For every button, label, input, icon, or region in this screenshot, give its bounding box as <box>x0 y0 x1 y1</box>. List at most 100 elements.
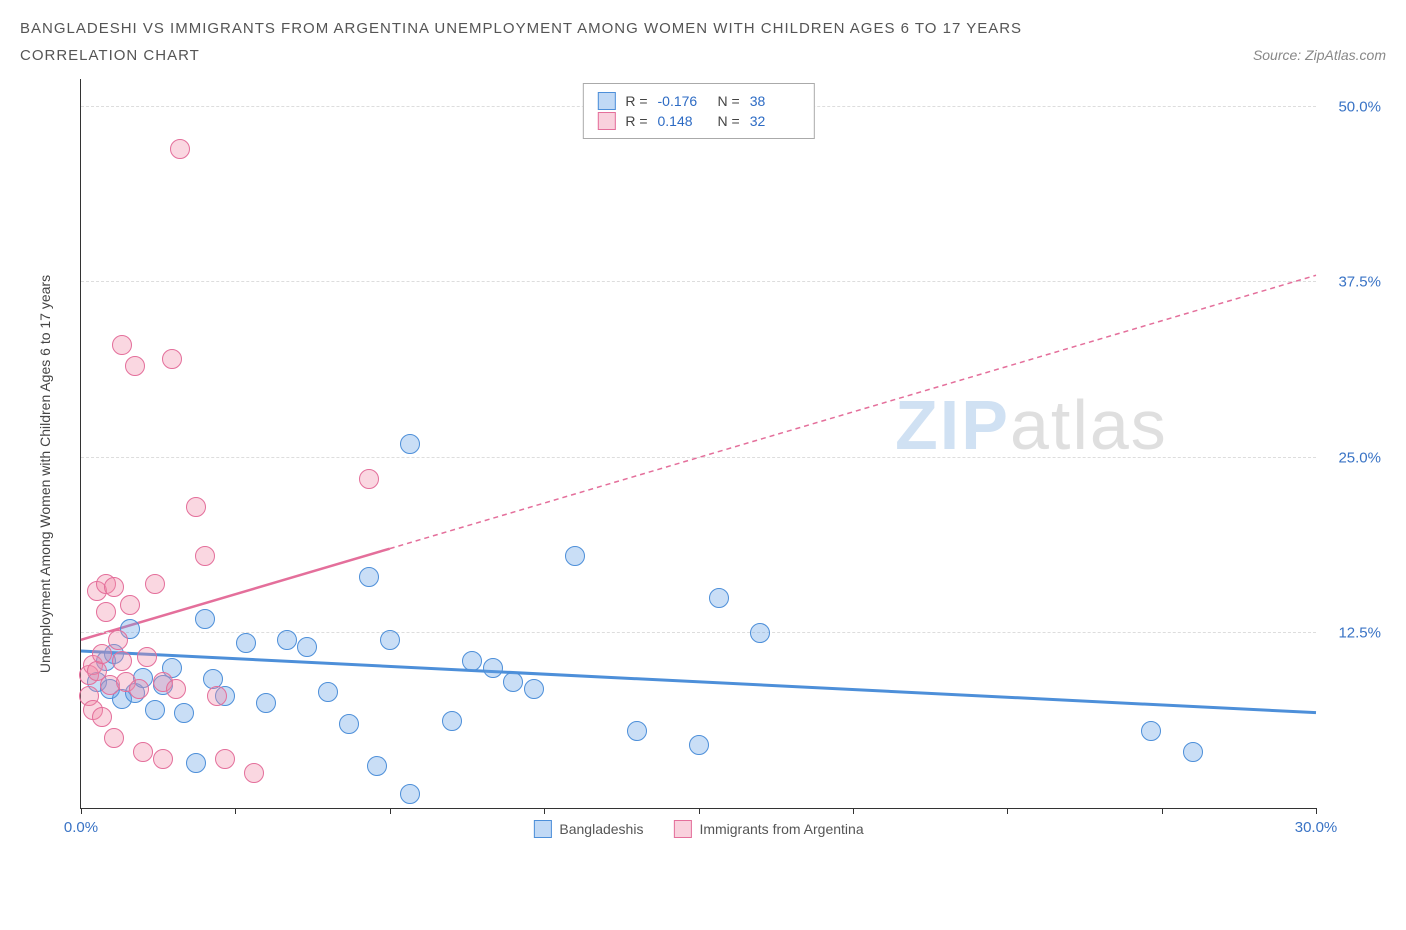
watermark: ZIPatlas <box>895 385 1168 465</box>
data-point-s2 <box>125 356 145 376</box>
data-point-s1 <box>750 623 770 643</box>
r-value-s1: -0.176 <box>658 93 708 109</box>
data-point-s1 <box>524 679 544 699</box>
chart-container: BANGLADESHI VS IMMIGRANTS FROM ARGENTINA… <box>20 20 1386 910</box>
trendline-dashed-s2 <box>390 275 1316 548</box>
data-point-s1 <box>565 546 585 566</box>
data-point-s1 <box>1141 721 1161 741</box>
data-point-s2 <box>359 469 379 489</box>
x-tick <box>544 808 545 814</box>
data-point-s2 <box>162 349 182 369</box>
r-label: R = <box>625 93 647 109</box>
x-axis-max-label: 30.0% <box>1295 819 1338 836</box>
data-point-s2 <box>112 335 132 355</box>
legend-row-s2: R = 0.148 N = 32 <box>597 112 799 130</box>
y-tick-label: 12.5% <box>1338 624 1381 641</box>
data-point-s1 <box>380 630 400 650</box>
n-value-s1: 38 <box>750 93 800 109</box>
source-value: ZipAtlas.com <box>1305 47 1386 63</box>
series-name-s1: Bangladeshis <box>559 821 643 837</box>
swatch-s2 <box>597 112 615 130</box>
y-tick-label: 25.0% <box>1338 449 1381 466</box>
legend-row-s1: R = -0.176 N = 38 <box>597 92 799 110</box>
source-attribution: Source: ZipAtlas.com <box>1253 47 1386 63</box>
x-tick <box>81 808 82 814</box>
data-point-s2 <box>170 139 190 159</box>
swatch-s2-bottom <box>673 820 691 838</box>
x-axis-min-label: 0.0% <box>64 819 98 836</box>
chart-title: BANGLADESHI VS IMMIGRANTS FROM ARGENTINA… <box>20 20 1386 37</box>
data-point-s1 <box>1183 742 1203 762</box>
data-point-s2 <box>108 630 128 650</box>
data-point-s1 <box>256 693 276 713</box>
y-axis-label: Unemployment Among Women with Children A… <box>37 275 53 673</box>
data-point-s1 <box>318 682 338 702</box>
swatch-s1 <box>597 92 615 110</box>
plot-area: ZIPatlas R = -0.176 N = 38 R = 0.148 N =… <box>80 79 1316 809</box>
data-point-s1 <box>297 637 317 657</box>
data-point-s1 <box>367 756 387 776</box>
series-name-s2: Immigrants from Argentina <box>699 821 863 837</box>
chart-subtitle: CORRELATION CHART <box>20 47 200 64</box>
legend-series: Bangladeshis Immigrants from Argentina <box>533 820 863 838</box>
data-point-s2 <box>137 647 157 667</box>
watermark-atlas: atlas <box>1010 386 1168 464</box>
data-point-s1 <box>195 609 215 629</box>
x-tick <box>235 808 236 814</box>
data-point-s2 <box>92 707 112 727</box>
legend-stats: R = -0.176 N = 38 R = 0.148 N = 32 <box>582 83 814 139</box>
data-point-s2 <box>104 577 124 597</box>
x-tick <box>1316 808 1317 814</box>
x-tick <box>390 808 391 814</box>
data-point-s1 <box>145 700 165 720</box>
subtitle-row: CORRELATION CHART Source: ZipAtlas.com <box>20 47 1386 64</box>
data-point-s1 <box>709 588 729 608</box>
data-point-s2 <box>186 497 206 517</box>
plot-wrap: Unemployment Among Women with Children A… <box>20 79 1386 869</box>
gridline <box>81 632 1316 633</box>
data-point-s1 <box>186 753 206 773</box>
data-point-s2 <box>92 644 112 664</box>
r-label: R = <box>625 113 647 129</box>
r-value-s2: 0.148 <box>658 113 708 129</box>
data-point-s2 <box>195 546 215 566</box>
legend-item-s1: Bangladeshis <box>533 820 643 838</box>
data-point-s1 <box>462 651 482 671</box>
data-point-s2 <box>244 763 264 783</box>
x-tick <box>1162 808 1163 814</box>
data-point-s1 <box>174 703 194 723</box>
n-value-s2: 32 <box>750 113 800 129</box>
data-point-s2 <box>153 749 173 769</box>
data-point-s2 <box>104 728 124 748</box>
data-point-s2 <box>215 749 235 769</box>
data-point-s1 <box>689 735 709 755</box>
gridline <box>81 457 1316 458</box>
watermark-zip: ZIP <box>895 386 1010 464</box>
data-point-s1 <box>503 672 523 692</box>
gridline <box>81 281 1316 282</box>
data-point-s1 <box>442 711 462 731</box>
data-point-s2 <box>96 602 116 622</box>
data-point-s2 <box>145 574 165 594</box>
data-point-s1 <box>339 714 359 734</box>
x-tick <box>1007 808 1008 814</box>
data-point-s2 <box>207 686 227 706</box>
data-point-s2 <box>166 679 186 699</box>
data-point-s1 <box>400 784 420 804</box>
source-label: Source: <box>1253 47 1301 63</box>
n-label: N = <box>718 113 740 129</box>
n-label: N = <box>718 93 740 109</box>
data-point-s1 <box>236 633 256 653</box>
data-point-s1 <box>359 567 379 587</box>
x-tick <box>699 808 700 814</box>
x-tick <box>853 808 854 814</box>
data-point-s1 <box>277 630 297 650</box>
swatch-s1-bottom <box>533 820 551 838</box>
data-point-s2 <box>120 595 140 615</box>
y-tick-label: 37.5% <box>1338 274 1381 291</box>
data-point-s1 <box>483 658 503 678</box>
y-tick-label: 50.0% <box>1338 99 1381 116</box>
data-point-s2 <box>129 679 149 699</box>
data-point-s1 <box>400 434 420 454</box>
data-point-s2 <box>112 651 132 671</box>
